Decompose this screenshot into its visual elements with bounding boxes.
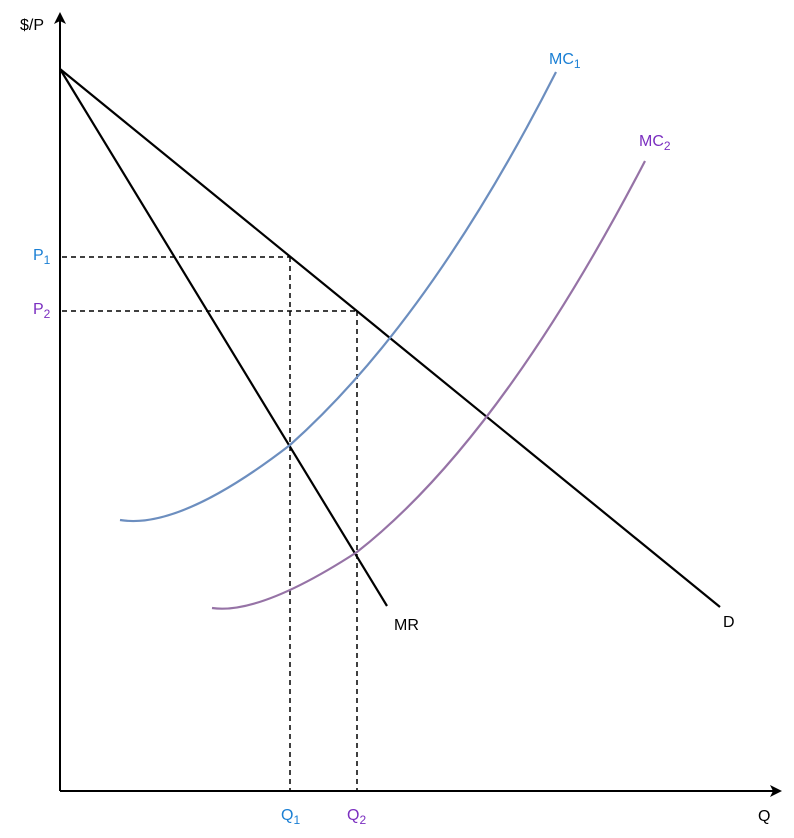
mc2-label-sub: 2 xyxy=(664,139,671,153)
q2-label-main: Q xyxy=(347,807,359,824)
mc1-label-sub: 1 xyxy=(574,57,581,71)
mc1-label-main: MC xyxy=(549,51,574,68)
p2-label-sub: 2 xyxy=(44,307,51,321)
q2-label: Q2 xyxy=(347,807,366,827)
q1-label-sub: 1 xyxy=(293,813,300,827)
mc1-label: MC1 xyxy=(549,51,581,71)
mr-label: MR xyxy=(394,617,419,634)
p2-label-main: P xyxy=(33,301,44,318)
q2-label-sub: 2 xyxy=(359,813,366,827)
mc2-label: MC2 xyxy=(639,133,671,153)
q1-label-main: Q xyxy=(281,807,293,824)
p1-label-main: P xyxy=(33,247,44,264)
x-axis-label: Q xyxy=(758,808,770,825)
q1-label: Q1 xyxy=(281,807,300,827)
demand-label: D xyxy=(723,614,735,631)
mc1-curve xyxy=(119,71,557,523)
p2-label: P2 xyxy=(33,301,51,321)
p1-label-sub: 1 xyxy=(44,253,51,267)
y-axis-label: $/P xyxy=(20,17,44,34)
mr-curve xyxy=(59,68,388,607)
mc2-curve xyxy=(211,160,646,610)
mc2-label-main: MC xyxy=(639,133,664,150)
p1-label: P1 xyxy=(33,247,51,267)
